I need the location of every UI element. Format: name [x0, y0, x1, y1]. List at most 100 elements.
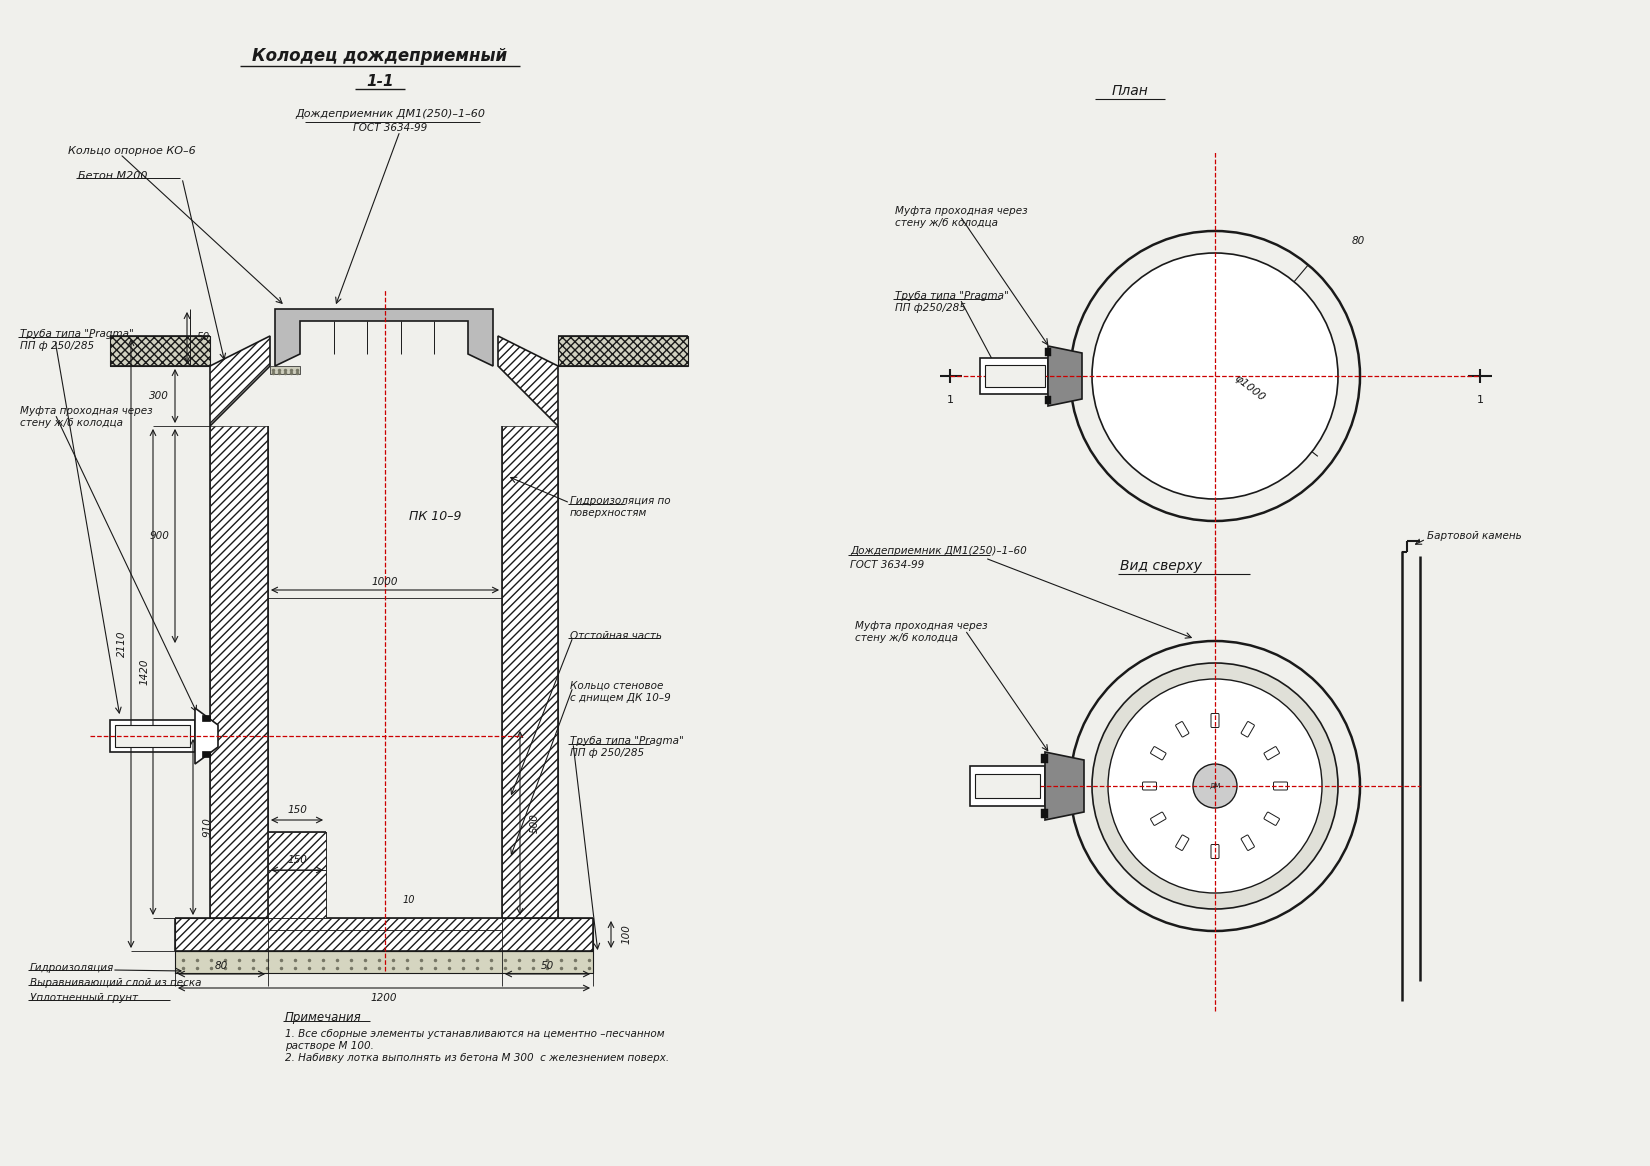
FancyBboxPatch shape [1211, 844, 1219, 858]
Text: Кольцо стеновое: Кольцо стеновое [569, 681, 663, 691]
FancyBboxPatch shape [1264, 746, 1279, 760]
Text: ГОСТ 3634-99: ГОСТ 3634-99 [850, 560, 924, 570]
Circle shape [1092, 253, 1338, 499]
Circle shape [1109, 679, 1322, 893]
Text: ПК 10–9: ПК 10–9 [409, 510, 462, 522]
Polygon shape [1044, 752, 1084, 820]
Text: Гидроизоляция по: Гидроизоляция по [569, 496, 670, 506]
Bar [267, 870, 327, 918]
FancyBboxPatch shape [1150, 746, 1167, 760]
Text: ПП ф 250/285: ПП ф 250/285 [569, 749, 644, 758]
Text: 1-1: 1-1 [366, 73, 394, 89]
Text: ДМ: ДМ [1209, 782, 1221, 789]
Text: Примечания: Примечания [285, 1011, 361, 1025]
Bar [175, 918, 592, 951]
Text: стену ж/б колодца: стену ж/б колодца [894, 218, 998, 229]
Text: Гидроизоляция: Гидроизоляция [30, 963, 114, 972]
Bar [111, 336, 210, 366]
Bar [267, 918, 502, 930]
Text: Кольцо опорное КО–6: Кольцо опорное КО–6 [68, 146, 196, 156]
Text: 150: 150 [287, 805, 307, 815]
Text: Выравнивающий слой из песка: Выравнивающий слой из песка [30, 978, 201, 988]
Bar [267, 833, 327, 870]
Circle shape [1092, 663, 1338, 909]
Bar [980, 358, 1048, 394]
Text: 2. Набивку лотка выполнять из бетона М 300  с железнением поверх.: 2. Набивку лотка выполнять из бетона М 3… [285, 1053, 670, 1063]
Text: План: План [1112, 84, 1148, 98]
Text: Вид сверху: Вид сверху [1120, 559, 1201, 573]
Circle shape [1193, 764, 1238, 808]
Text: Муфта проходная через: Муфта проходная через [855, 621, 988, 631]
Text: Дождеприемник ДМ1(250)–1–60: Дождеприемник ДМ1(250)–1–60 [295, 108, 485, 119]
Text: Труба типа "Pragma": Труба типа "Pragma" [20, 329, 134, 339]
FancyBboxPatch shape [1241, 835, 1254, 850]
Text: Труба типа "Pragma": Труба типа "Pragma" [894, 292, 1008, 301]
Text: φ1000: φ1000 [1233, 373, 1267, 402]
Polygon shape [498, 336, 558, 426]
Polygon shape [210, 336, 271, 426]
Bar [1041, 754, 1048, 763]
Text: 100: 100 [620, 925, 630, 944]
Text: Отстойная часть: Отстойная часть [569, 631, 662, 641]
Bar [116, 725, 190, 747]
Text: растворе М 100.: растворе М 100. [285, 1041, 375, 1051]
FancyBboxPatch shape [1142, 782, 1157, 791]
Text: с днищем ДК 10–9: с днищем ДК 10–9 [569, 693, 672, 703]
Text: 1: 1 [1477, 395, 1483, 405]
Text: 1000: 1000 [371, 577, 398, 586]
Text: 10: 10 [403, 895, 416, 905]
Polygon shape [276, 309, 493, 366]
Text: ГОСТ 3634-99: ГОСТ 3634-99 [353, 122, 427, 133]
Text: стену ж/б колодца: стену ж/б колодца [855, 633, 959, 642]
FancyBboxPatch shape [1211, 714, 1219, 728]
Text: 1. Все сборные элементы устанавливаются на цементно –песчанном: 1. Все сборные элементы устанавливаются … [285, 1030, 665, 1039]
Polygon shape [195, 708, 218, 764]
Text: 1: 1 [947, 395, 954, 405]
Text: 50: 50 [541, 961, 554, 971]
Bar [1044, 396, 1051, 403]
FancyBboxPatch shape [1274, 782, 1287, 791]
Text: 910: 910 [203, 817, 213, 837]
Text: ПП ф 250/285: ПП ф 250/285 [20, 340, 94, 351]
Bar [975, 774, 1040, 798]
Text: 150: 150 [287, 855, 307, 865]
Bar [1041, 809, 1048, 819]
Text: 500: 500 [530, 813, 540, 833]
Text: Муфта проходная через: Муфта проходная через [894, 206, 1028, 216]
Text: стену ж/б колодца: стену ж/б колодца [20, 417, 124, 428]
FancyBboxPatch shape [1150, 812, 1167, 826]
Bar [558, 336, 688, 366]
Bar [985, 365, 1044, 387]
Text: Уплотненный грунт: Уплотненный грунт [30, 993, 139, 1003]
Polygon shape [1048, 346, 1082, 406]
Text: 1200: 1200 [371, 993, 398, 1003]
Text: 2110: 2110 [117, 631, 127, 656]
Text: Бартовой камень: Бартовой камень [1427, 531, 1521, 541]
Text: ПП ф250/285: ПП ф250/285 [894, 303, 965, 312]
Text: Дождеприемник ДМ1(250)–1–60: Дождеприемник ДМ1(250)–1–60 [850, 546, 1026, 556]
Bar [210, 426, 267, 918]
Bar [1044, 347, 1051, 356]
Text: 80: 80 [214, 961, 228, 971]
Bar [970, 766, 1044, 806]
Text: 50: 50 [196, 332, 210, 343]
Bar [201, 715, 210, 721]
Bar [111, 719, 195, 752]
Text: Труба типа "Pragma": Труба типа "Pragma" [569, 736, 683, 746]
Text: Колодец дождеприемный: Колодец дождеприемный [252, 47, 508, 65]
Bar [201, 751, 210, 757]
Text: Муфта проходная через: Муфта проходная через [20, 406, 152, 416]
Text: Бетон М200: Бетон М200 [78, 171, 147, 181]
FancyBboxPatch shape [1264, 812, 1279, 826]
Bar [502, 426, 558, 918]
FancyBboxPatch shape [1175, 722, 1190, 737]
Text: 300: 300 [148, 391, 168, 401]
Text: 80: 80 [1351, 236, 1365, 246]
FancyBboxPatch shape [1241, 722, 1254, 737]
Text: поверхностям: поверхностям [569, 508, 647, 518]
Text: 1420: 1420 [139, 659, 148, 686]
Bar [175, 951, 592, 972]
FancyBboxPatch shape [1175, 835, 1190, 850]
Bar [271, 366, 300, 374]
Text: 900: 900 [148, 531, 168, 541]
